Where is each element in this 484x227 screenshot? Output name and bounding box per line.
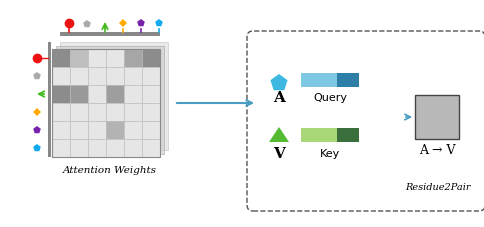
Bar xyxy=(124,50,142,68)
Polygon shape xyxy=(33,73,41,80)
Bar xyxy=(142,68,160,86)
Bar xyxy=(70,104,88,121)
Bar xyxy=(52,50,70,68)
Bar xyxy=(60,43,168,150)
Bar xyxy=(301,74,337,88)
Polygon shape xyxy=(83,21,91,28)
Bar xyxy=(142,50,160,68)
Bar xyxy=(106,139,124,157)
Bar xyxy=(301,128,337,142)
Bar xyxy=(88,139,106,157)
Bar xyxy=(70,139,88,157)
Polygon shape xyxy=(119,20,127,28)
Bar xyxy=(88,104,106,121)
Bar xyxy=(52,50,160,157)
Bar xyxy=(337,74,359,88)
Polygon shape xyxy=(271,75,287,91)
Bar xyxy=(52,68,70,86)
Bar xyxy=(60,33,160,37)
Bar xyxy=(142,104,160,121)
Bar xyxy=(48,43,51,157)
Polygon shape xyxy=(137,20,145,27)
Text: Residue2Pair: Residue2Pair xyxy=(406,182,471,191)
Bar xyxy=(88,121,106,139)
Bar xyxy=(142,121,160,139)
Bar xyxy=(88,68,106,86)
Bar xyxy=(70,86,88,104)
Text: Key: Key xyxy=(320,148,340,158)
Bar xyxy=(52,121,70,139)
FancyBboxPatch shape xyxy=(247,32,484,211)
Bar xyxy=(142,139,160,157)
Polygon shape xyxy=(33,109,41,116)
Bar xyxy=(124,86,142,104)
Bar xyxy=(124,139,142,157)
Text: V: V xyxy=(273,146,285,160)
Bar xyxy=(124,104,142,121)
Bar xyxy=(106,68,124,86)
Bar xyxy=(56,46,164,154)
Text: A: A xyxy=(273,91,285,105)
Bar xyxy=(106,121,124,139)
Bar xyxy=(337,128,359,142)
Polygon shape xyxy=(155,20,163,27)
Bar xyxy=(70,50,88,68)
Bar xyxy=(106,104,124,121)
Bar xyxy=(106,86,124,104)
Polygon shape xyxy=(33,126,41,134)
Bar xyxy=(106,50,124,68)
Text: A → V: A → V xyxy=(419,143,455,156)
Bar xyxy=(52,86,70,104)
Text: Query: Query xyxy=(313,93,347,103)
Polygon shape xyxy=(33,144,41,152)
Bar xyxy=(142,86,160,104)
Text: Attention Weights: Attention Weights xyxy=(63,165,157,174)
Bar xyxy=(70,68,88,86)
Bar xyxy=(124,68,142,86)
Bar xyxy=(70,121,88,139)
Bar xyxy=(88,86,106,104)
Bar xyxy=(88,50,106,68)
Bar xyxy=(415,96,459,139)
Bar xyxy=(52,104,70,121)
Bar xyxy=(124,121,142,139)
Bar xyxy=(52,139,70,157)
Polygon shape xyxy=(269,127,289,142)
